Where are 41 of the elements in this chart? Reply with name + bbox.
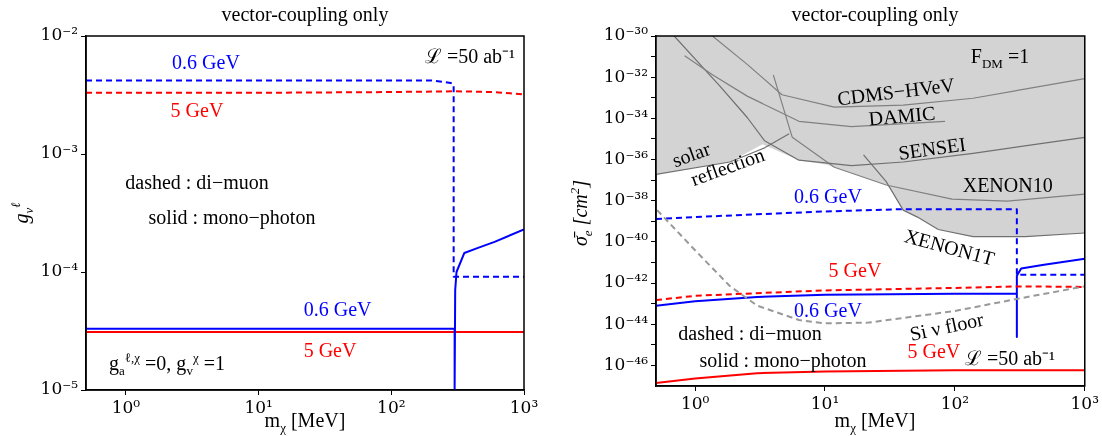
x-tick-label: 10³ [509, 396, 539, 417]
annotation: dashed : di−muon [125, 171, 269, 193]
annotation: solid : mono−photon [699, 349, 867, 371]
x-tick-label: 10² [940, 392, 970, 413]
y-tick-label: 10⁻³⁸ [603, 189, 649, 210]
y-tick-label: 10⁻⁴⁴ [603, 312, 649, 333]
y-tick-label: 10⁻⁴ [40, 260, 79, 281]
y-tick-label: 10⁻² [40, 24, 78, 45]
annotation: g$_{a}$$^{ℓ,χ}$ =0, g$_{v}$$^{χ}$ =1 [109, 350, 225, 378]
series-label: 0.6 GeV [794, 184, 863, 207]
series-label: DAMIC [867, 101, 937, 130]
series-label: 0.6 GeV [303, 298, 373, 321]
y-tick-label: 10⁻⁵ [40, 378, 79, 399]
series-label: 0.6 GeV [794, 299, 863, 322]
chart-title: vector-coupling only [221, 3, 389, 25]
text: solar reflection [668, 137, 768, 190]
text: Si ν floor [907, 307, 986, 345]
y-tick-label: 10⁻⁴⁶ [603, 353, 649, 374]
annotation: solid : mono−photon [148, 206, 316, 228]
y-tick-label: 10⁻⁴⁰ [603, 230, 649, 251]
annotation: ℒ =50 ab⁻¹ [424, 45, 516, 67]
series-label: 5 GeV [170, 99, 224, 122]
text: SENSEI [896, 132, 968, 164]
y-tick-label: 10⁻³⁰ [603, 24, 649, 45]
x-tick-label: 10³ [1070, 392, 1099, 413]
annotation: dashed : di−muon [678, 322, 822, 344]
x-tick-label: 10⁰ [680, 392, 710, 413]
x-tick-label: 10⁰ [111, 396, 141, 417]
x-tick-label: 10² [377, 396, 406, 417]
series-label: 5 GeV [303, 339, 357, 362]
series-label: 5 GeV [828, 258, 882, 281]
chart-title: vector-coupling only [791, 3, 959, 25]
y-tick-label: 10⁻³⁶ [603, 147, 649, 168]
y-tick-label: 10⁻⁴² [603, 271, 648, 292]
series-label: 0.6 GeV [172, 50, 241, 73]
series-label: XENON10 [962, 174, 1053, 197]
annotation: ℒ =50 ab⁻¹ [964, 347, 1056, 369]
y-tick-label: 10⁻³ [40, 142, 78, 163]
annotation: F$_{DM}$ =1 [970, 45, 1030, 71]
y-tick-label: 10⁻³² [603, 65, 648, 86]
y-tick-label: 10⁻³⁴ [603, 106, 649, 127]
